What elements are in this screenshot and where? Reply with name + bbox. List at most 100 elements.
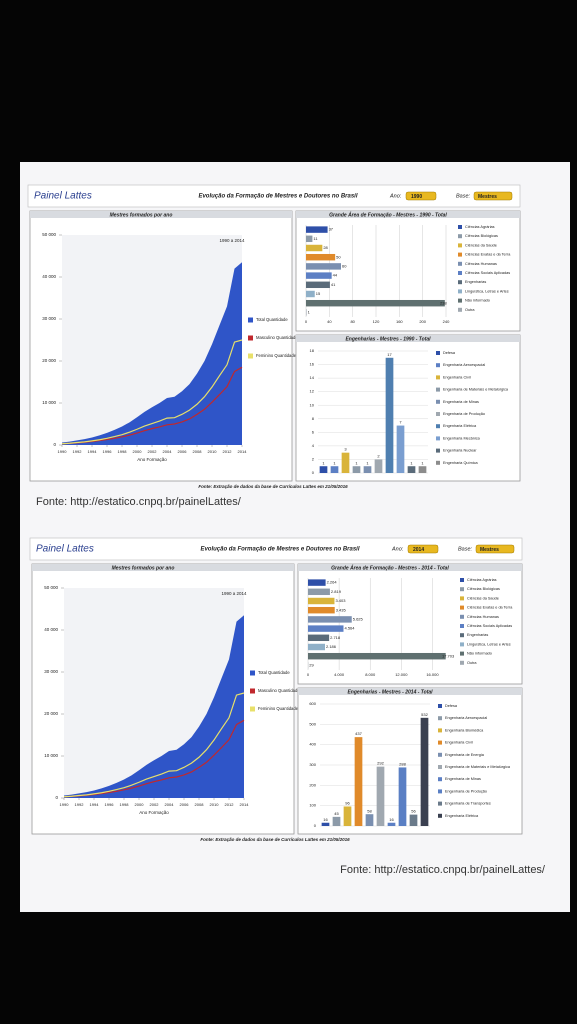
legend-swatch <box>438 801 442 806</box>
legend-swatch <box>458 298 462 303</box>
y-tick-label: 300 <box>309 762 316 767</box>
bar <box>306 253 336 261</box>
legend-label: Ciências Exatas e da Terra <box>467 606 513 610</box>
y-tick-label: 20 000 <box>44 711 58 716</box>
value-label: 3.435 <box>336 607 347 612</box>
legend-swatch <box>248 335 253 341</box>
legend-swatch <box>460 605 464 610</box>
line-series <box>61 339 243 445</box>
annotation: 1990 a 2014 <box>219 238 245 243</box>
x-tick-label: 12.000 <box>395 672 408 677</box>
x-tick-label: 2000 <box>133 449 143 454</box>
x-tick-label: 120 <box>373 319 380 324</box>
y-tick-label: 2 <box>312 457 315 462</box>
x-tick-label: 1994 <box>90 802 100 807</box>
legend-label: Ciências Biológicas <box>467 587 500 591</box>
legend-swatch <box>438 813 442 818</box>
ano-select[interactable] <box>405 191 437 201</box>
legend-swatch <box>460 596 464 601</box>
legend-label: Engenharia de Energia <box>445 753 485 757</box>
value-label: 5.625 <box>353 616 364 621</box>
bar <box>365 814 374 826</box>
legend-swatch <box>460 633 464 638</box>
legend-swatch <box>458 252 462 257</box>
legend-swatch <box>436 436 440 441</box>
bar <box>308 643 326 651</box>
legend-label: Linguística, Letras e Artes <box>465 289 509 293</box>
value-label: 28 <box>323 245 328 250</box>
source-url: Fonte: http://estatico.cnpq.br/painelLat… <box>340 864 546 876</box>
base-value: Mestres <box>480 547 499 553</box>
bar <box>319 466 328 473</box>
line-series <box>63 719 245 798</box>
bar <box>376 766 385 826</box>
x-tick-label: 1998 <box>120 802 130 807</box>
x-axis-label: Ano Formação <box>139 810 169 815</box>
legend-swatch <box>460 624 464 628</box>
value-label: 1 <box>322 460 325 465</box>
legend-swatch <box>438 728 442 733</box>
legend-swatch <box>438 777 442 782</box>
chart-title: Grande Área de Formação - Mestres - 1990… <box>329 211 447 218</box>
brand-logo: Painel Lattes <box>34 191 92 202</box>
value-label: 1 <box>333 460 336 465</box>
area-chart-box-bar <box>32 564 294 571</box>
x-tick-label: 2000 <box>135 802 145 807</box>
legend-swatch <box>436 460 440 465</box>
legend-label: Engenharia Civil <box>445 741 473 745</box>
x-tick-label: 40 <box>327 319 332 324</box>
value-label: 29 <box>309 662 314 667</box>
legend-swatch <box>436 424 440 429</box>
legend-label: Feminino Quantidade <box>256 353 297 358</box>
legend-swatch <box>460 660 464 665</box>
legend-swatch <box>458 307 462 312</box>
value-label: 17.703 <box>442 653 455 658</box>
value-label: 2 <box>377 454 380 459</box>
legend-swatch <box>458 243 462 248</box>
x-tick-label: 1992 <box>75 802 85 807</box>
chart-title: Mestres formados por ano <box>112 565 175 571</box>
y-tick-label: 20 000 <box>42 358 56 363</box>
x-tick-label: 0 <box>307 672 310 677</box>
ano-select[interactable] <box>407 544 439 554</box>
value-label: 44 <box>333 273 338 278</box>
legend-label: Engenharia Nuclear <box>443 449 477 453</box>
value-label: 11 <box>313 236 318 241</box>
bar <box>330 466 339 473</box>
hbar-chart-box-bar <box>296 211 520 218</box>
ano-value: 2014 <box>413 547 424 553</box>
x-axis-label: Ano Formação <box>137 457 167 462</box>
x-tick-label: 2002 <box>148 449 158 454</box>
y-tick-label: 50 000 <box>44 585 58 590</box>
value-label: 37 <box>329 227 334 232</box>
chart-title: Grande Área de Formação - Mestres - 2014… <box>331 564 449 571</box>
base-select[interactable] <box>473 191 513 201</box>
chart-title: Engenharias - Mestres - 1990 - Total <box>345 336 431 342</box>
value-label: 2.718 <box>330 635 341 640</box>
bar <box>308 625 344 632</box>
base-select[interactable] <box>475 544 515 554</box>
value-label: 532 <box>421 712 428 717</box>
legend-label: Ciências Exatas e da Terra <box>465 253 511 257</box>
vbar-chart-box-bar <box>296 335 520 342</box>
bar <box>396 425 405 473</box>
legend-swatch <box>436 412 440 416</box>
chart-title: Mestres formados por ano <box>110 212 173 218</box>
bar <box>306 299 445 307</box>
legend-swatch <box>460 578 464 582</box>
legend-swatch <box>438 765 442 769</box>
legend-swatch <box>458 261 462 266</box>
y-tick-label: 40 000 <box>44 627 58 632</box>
legend-label: Ciências Sociais Aplicadas <box>465 271 510 275</box>
y-tick-label: 30 000 <box>44 669 58 674</box>
bar <box>306 263 341 270</box>
y-tick-label: 0 <box>312 470 315 475</box>
area-series <box>64 615 244 798</box>
bar <box>341 452 350 473</box>
value-label: 4.564 <box>344 626 355 631</box>
value-label: 238 <box>440 300 447 305</box>
y-tick-label: 40 000 <box>42 274 56 279</box>
vbar-chart-box <box>297 687 523 835</box>
value-label: 1 <box>366 460 369 465</box>
value-label: 60 <box>342 263 347 268</box>
